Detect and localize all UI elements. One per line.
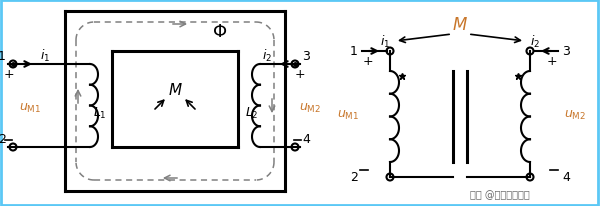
Text: 头条 @技成电工课堂: 头条 @技成电工课堂 bbox=[470, 189, 530, 199]
Text: $L_1$: $L_1$ bbox=[93, 105, 107, 120]
Text: 1: 1 bbox=[0, 50, 6, 63]
Text: 2: 2 bbox=[350, 171, 358, 184]
Text: 2: 2 bbox=[0, 132, 6, 145]
Text: +: + bbox=[547, 55, 557, 68]
Text: $M$: $M$ bbox=[167, 82, 182, 97]
Text: 4: 4 bbox=[562, 171, 570, 184]
Text: +: + bbox=[362, 55, 373, 68]
Text: 3: 3 bbox=[562, 45, 570, 58]
Text: 4: 4 bbox=[302, 132, 310, 145]
Text: +: + bbox=[295, 68, 305, 81]
Text: $L_2$: $L_2$ bbox=[245, 105, 259, 120]
Text: 3: 3 bbox=[302, 50, 310, 63]
Text: $\Phi$: $\Phi$ bbox=[212, 23, 227, 41]
Text: +: + bbox=[4, 68, 14, 81]
Text: $i_1$: $i_1$ bbox=[40, 48, 50, 64]
Text: $i_1$: $i_1$ bbox=[380, 34, 390, 50]
Text: $u_{\rm M2}$: $u_{\rm M2}$ bbox=[564, 108, 586, 121]
Text: $u_{\rm M1}$: $u_{\rm M1}$ bbox=[19, 101, 41, 114]
Text: $u_{\rm M1}$: $u_{\rm M1}$ bbox=[337, 108, 359, 121]
Text: $u_{\rm M2}$: $u_{\rm M2}$ bbox=[299, 101, 321, 114]
Text: $M$: $M$ bbox=[452, 16, 468, 34]
Text: 1: 1 bbox=[350, 45, 358, 58]
Text: $i_2$: $i_2$ bbox=[530, 34, 540, 50]
Text: $i_2$: $i_2$ bbox=[262, 48, 272, 64]
